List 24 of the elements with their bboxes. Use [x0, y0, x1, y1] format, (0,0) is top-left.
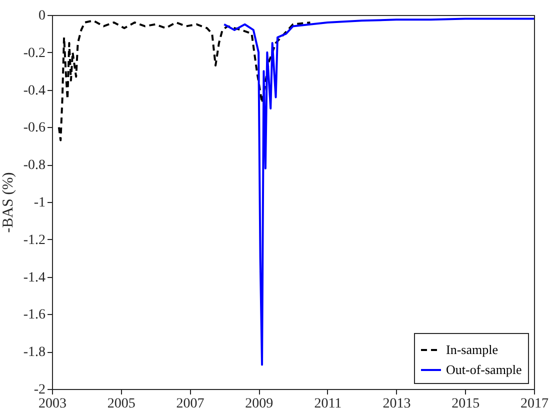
y-tick-label: -1.6 [23, 308, 46, 323]
x-tick-label: 2017 [520, 396, 548, 412]
y-tick-label: -0.6 [23, 120, 46, 136]
line-series [223, 18, 535, 366]
line-series [58, 20, 312, 142]
y-tick-label: -0.8 [23, 158, 46, 174]
legend-label: In-sample [446, 342, 498, 357]
x-tick-label: 2003 [38, 396, 66, 412]
x-tick-label: 2007 [176, 396, 204, 412]
y-tick-label: -1.4 [23, 270, 46, 286]
y-tick-label: -0.4 [23, 83, 46, 98]
legend-label: Out-of-sample [446, 362, 522, 377]
x-tick-label: 2015 [452, 396, 480, 412]
y-tick-label: 0 [38, 8, 46, 24]
y-axis-title: -BAS (%) [0, 172, 16, 233]
y-tick-label: -1.2 [23, 232, 46, 248]
y-tick-label: -1.8 [23, 345, 46, 360]
y-tick-label: -0.2 [23, 46, 46, 61]
x-tick-label: 2011 [314, 396, 342, 412]
y-tick-label: -1 [34, 196, 46, 210]
x-tick-label: 2013 [382, 396, 411, 412]
x-tick-label: 2005 [107, 396, 136, 412]
y-tick-label: -2 [34, 382, 46, 398]
x-tick-label: 2009 [245, 396, 274, 412]
